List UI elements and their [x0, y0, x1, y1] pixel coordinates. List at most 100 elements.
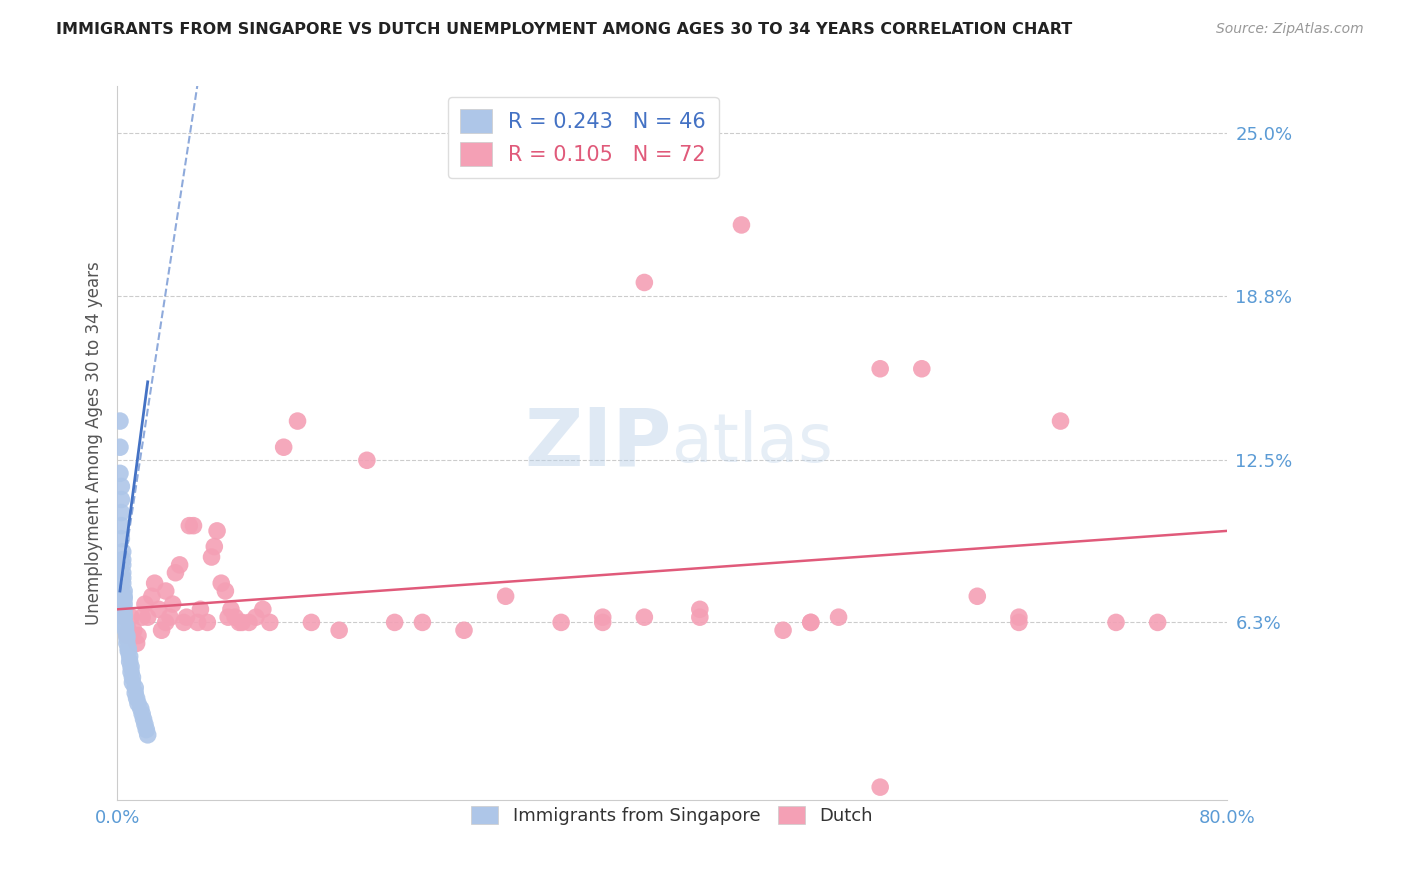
Point: [800, 615, 823, 630]
Point: [633, 276, 655, 290]
Point: [190, 602, 212, 616]
Point: [217, 610, 239, 624]
Point: [114, 621, 136, 635]
Point: [966, 589, 988, 603]
Point: [124, 686, 146, 700]
Point: [214, 584, 236, 599]
Point: [592, 615, 614, 630]
Point: [150, 624, 173, 638]
Point: [111, 558, 134, 572]
Point: [162, 597, 184, 611]
Point: [118, 649, 141, 664]
Point: [689, 610, 711, 624]
Point: [238, 615, 260, 630]
Point: [108, 414, 131, 428]
Point: [141, 589, 163, 603]
Point: [772, 624, 794, 638]
Point: [135, 723, 157, 737]
Point: [131, 706, 153, 721]
Point: [112, 610, 135, 624]
Point: [134, 717, 156, 731]
Point: [127, 697, 149, 711]
Point: [112, 615, 135, 630]
Point: [252, 602, 274, 616]
Point: [1008, 615, 1031, 630]
Point: [111, 576, 134, 591]
Point: [121, 675, 143, 690]
Point: [159, 610, 181, 624]
Text: ZIP: ZIP: [524, 404, 672, 483]
Point: [228, 615, 250, 630]
Point: [111, 566, 134, 580]
Point: [245, 610, 267, 624]
Point: [169, 558, 191, 572]
Point: [134, 597, 156, 611]
Point: [112, 602, 135, 616]
Point: [127, 628, 149, 642]
Point: [200, 549, 222, 564]
Point: [136, 610, 159, 624]
Point: [202, 540, 225, 554]
Point: [112, 591, 135, 606]
Point: [110, 506, 132, 520]
Point: [1008, 610, 1031, 624]
Point: [117, 624, 139, 638]
Text: IMMIGRANTS FROM SINGAPORE VS DUTCH UNEMPLOYMENT AMONG AGES 30 TO 34 YEARS CORREL: IMMIGRANTS FROM SINGAPORE VS DUTCH UNEMP…: [56, 22, 1073, 37]
Point: [111, 545, 134, 559]
Point: [122, 624, 145, 638]
Point: [328, 624, 350, 638]
Point: [117, 641, 139, 656]
Point: [384, 615, 406, 630]
Point: [112, 597, 135, 611]
Point: [108, 467, 131, 481]
Legend: Immigrants from Singapore, Dutch: Immigrants from Singapore, Dutch: [463, 797, 882, 834]
Point: [1049, 414, 1071, 428]
Point: [689, 602, 711, 616]
Point: [800, 615, 823, 630]
Point: [111, 571, 134, 585]
Point: [112, 589, 135, 603]
Point: [187, 615, 209, 630]
Point: [110, 492, 132, 507]
Point: [195, 615, 218, 630]
Point: [155, 584, 177, 599]
Point: [110, 532, 132, 546]
Point: [125, 636, 148, 650]
Point: [1146, 615, 1168, 630]
Point: [131, 610, 153, 624]
Point: [115, 636, 138, 650]
Point: [869, 361, 891, 376]
Point: [287, 414, 309, 428]
Point: [205, 524, 228, 538]
Point: [219, 602, 242, 616]
Point: [111, 552, 134, 566]
Point: [124, 681, 146, 695]
Point: [495, 589, 517, 603]
Text: Source: ZipAtlas.com: Source: ZipAtlas.com: [1216, 22, 1364, 37]
Point: [132, 712, 155, 726]
Point: [592, 610, 614, 624]
Point: [136, 728, 159, 742]
Point: [869, 780, 891, 794]
Point: [356, 453, 378, 467]
Point: [129, 702, 152, 716]
Point: [550, 615, 572, 630]
Point: [259, 615, 281, 630]
Point: [115, 628, 138, 642]
Point: [224, 610, 246, 624]
Point: [165, 566, 187, 580]
Point: [299, 615, 322, 630]
Point: [179, 518, 201, 533]
Point: [112, 584, 135, 599]
Point: [911, 361, 934, 376]
Point: [827, 610, 849, 624]
Point: [176, 610, 198, 624]
Point: [114, 624, 136, 638]
Point: [183, 518, 205, 533]
Point: [117, 644, 139, 658]
Point: [115, 628, 138, 642]
Point: [115, 631, 138, 645]
Point: [1105, 615, 1128, 630]
Point: [231, 615, 253, 630]
Point: [108, 440, 131, 454]
